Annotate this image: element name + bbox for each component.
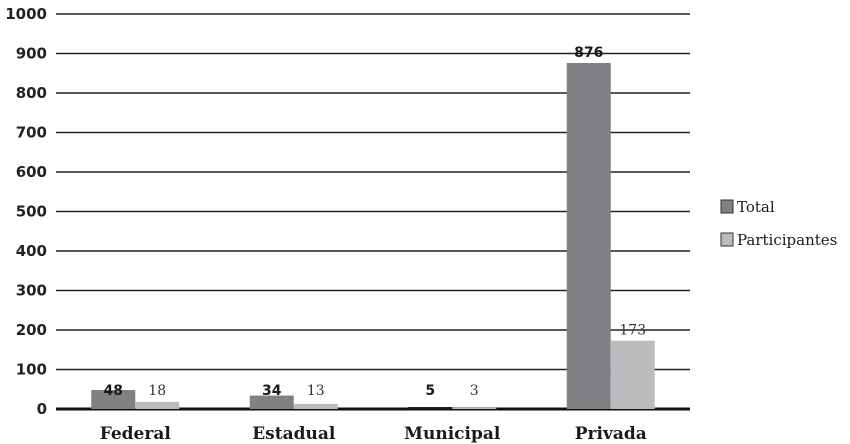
bar-total-municipal — [408, 407, 453, 409]
y-tick-label: 500 — [16, 203, 47, 221]
y-tick-label: 1000 — [5, 5, 47, 23]
y-tick-label: 300 — [16, 282, 47, 300]
data-label-participantes-estadual: 13 — [307, 383, 325, 399]
data-label-participantes-privada: 173 — [619, 323, 646, 339]
y-tick-label: 0 — [37, 400, 47, 418]
y-tick-label: 700 — [16, 124, 47, 142]
legend-swatch-total — [720, 199, 734, 214]
bar-total-federal — [91, 390, 136, 409]
legend-label-participantes: Participantes — [737, 231, 837, 249]
y-tick-label: 800 — [16, 84, 47, 102]
data-label-participantes-federal: 18 — [148, 383, 166, 399]
legend: Total Participantes — [720, 198, 837, 249]
y-tick-label: 900 — [16, 45, 47, 63]
data-label-participantes-municipal: 3 — [470, 383, 479, 399]
data-label-total-municipal: 5 — [425, 383, 435, 399]
y-tick-label: 400 — [16, 242, 47, 260]
y-tick-label: 200 — [16, 321, 47, 339]
x-category-label: Privada — [575, 424, 647, 444]
y-axis-tick-labels: 0 100 200 300 400 500 600 700 800 900 1000 — [5, 5, 47, 418]
bar-participantes-privada — [610, 340, 655, 409]
data-label-total-federal: 48 — [104, 383, 123, 399]
bar-participantes-federal — [135, 401, 180, 409]
legend-label-total: Total — [737, 198, 775, 216]
data-labels: 48 18 34 13 5 3 876 173 — [104, 45, 647, 399]
bar-participantes-estadual — [293, 403, 338, 409]
bar-participantes-municipal — [452, 407, 497, 409]
x-category-label: Municipal — [404, 424, 501, 444]
x-category-label: Estadual — [252, 424, 336, 444]
data-label-total-privada: 876 — [574, 45, 603, 61]
x-category-label: Federal — [100, 424, 172, 444]
legend-swatch-participantes — [720, 232, 734, 247]
y-tick-label: 100 — [16, 361, 47, 379]
bar-total-privada — [566, 62, 611, 409]
bar-total-estadual — [249, 395, 294, 409]
bars — [91, 62, 655, 409]
data-label-total-estadual: 34 — [262, 383, 282, 399]
y-tick-label: 600 — [16, 163, 47, 181]
x-axis-category-labels: Federal Estadual Municipal Privada — [100, 424, 647, 444]
